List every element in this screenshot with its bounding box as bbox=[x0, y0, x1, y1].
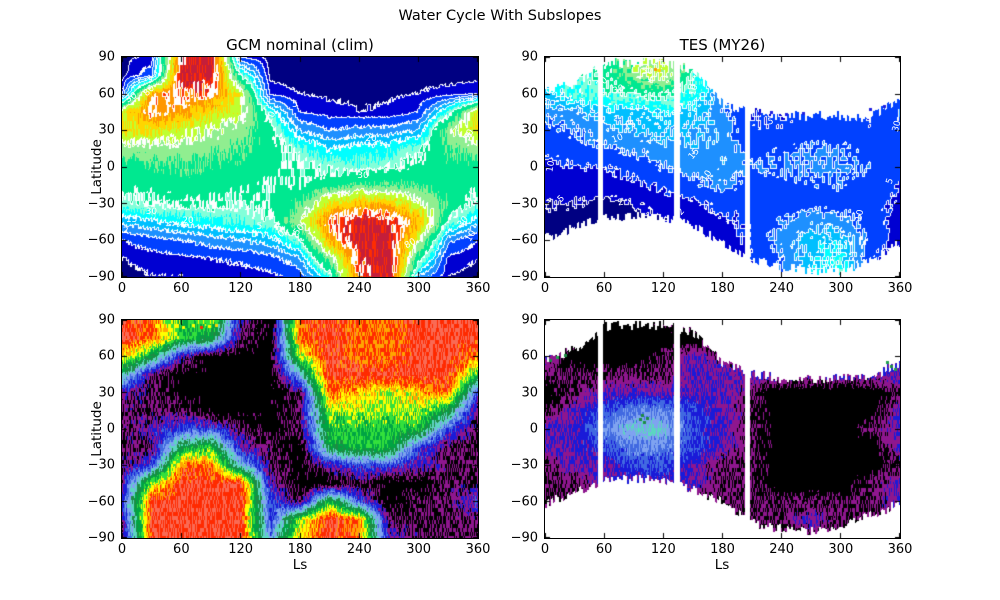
subplot-title-gcm: GCM nominal (clim) bbox=[226, 36, 374, 54]
x-tick-label: 300 bbox=[828, 542, 854, 557]
x-tick-label: 180 bbox=[710, 542, 735, 557]
y-tick-label: −30 bbox=[87, 196, 115, 212]
y-tick-label: −90 bbox=[87, 269, 115, 285]
y-tick-label: 30 bbox=[98, 122, 115, 138]
y-tick-label: 90 bbox=[521, 312, 538, 328]
y-tick-label: 30 bbox=[98, 385, 115, 401]
x-tick-label: 0 bbox=[540, 281, 550, 296]
x-tick-label: 60 bbox=[595, 542, 613, 557]
x-tick-label: 360 bbox=[887, 542, 913, 557]
y-tick-label: 60 bbox=[521, 86, 538, 102]
y-tick-label: 60 bbox=[98, 86, 115, 102]
y-tick-label: 60 bbox=[521, 348, 538, 364]
x-axis-label-left: Ls bbox=[292, 557, 308, 573]
y-axis-label-upper: Latitude bbox=[89, 139, 105, 195]
x-tick-label: 60 bbox=[173, 542, 190, 557]
x-tick-label: 360 bbox=[465, 542, 491, 557]
x-tick-label: 120 bbox=[228, 542, 254, 557]
y-tick-label: −60 bbox=[87, 494, 115, 510]
x-tick-label: 0 bbox=[540, 542, 550, 557]
x-tick-label: 240 bbox=[346, 542, 372, 557]
gcm-upper-contour-canvas bbox=[122, 57, 478, 277]
y-tick-label: −60 bbox=[510, 494, 538, 510]
x-tick-label: 120 bbox=[228, 281, 254, 296]
x-tick-label: 180 bbox=[287, 281, 313, 296]
panel-tes-lower: 0 60 120 180 240 300 360 90 60 30 0 −30 −60 −90 bbox=[511, 313, 913, 558]
x-axis-label-right: Ls bbox=[714, 557, 730, 573]
y-tick-label: −60 bbox=[87, 232, 115, 248]
panel-gcm-upper: 2 80 30 50 5 10 20 30 30 15 20 2 5 10 50 80 50 30 10 0 60 12… bbox=[88, 50, 491, 297]
subplot-title-tes: TES (MY26) bbox=[679, 36, 766, 54]
x-tick-label: 60 bbox=[173, 281, 190, 296]
y-tick-label: 90 bbox=[521, 49, 538, 65]
x-tick-label: 300 bbox=[406, 542, 432, 557]
x-tick-label: 120 bbox=[650, 542, 676, 557]
x-tick-label: 180 bbox=[287, 542, 313, 557]
panel-gcm-lower: 0 60 120 180 240 300 360 90 60 30 0 −30 −60 −90 bbox=[88, 313, 491, 558]
y-tick-label: 0 bbox=[106, 159, 115, 175]
y-tick-label: −90 bbox=[510, 269, 538, 285]
y-tick-label: 90 bbox=[98, 312, 115, 328]
x-tick-label: 240 bbox=[346, 281, 372, 296]
x-tick-label: 240 bbox=[769, 281, 795, 296]
y-tick-label: −30 bbox=[510, 457, 538, 473]
x-tick-label: 180 bbox=[710, 281, 735, 296]
y-tick-label: 0 bbox=[106, 421, 115, 437]
x-tick-label: 60 bbox=[595, 281, 613, 296]
tes-upper-contour-canvas bbox=[545, 57, 900, 277]
x-tick-label: 300 bbox=[406, 281, 432, 296]
x-tick-label: 0 bbox=[117, 542, 127, 557]
x-tick-label: 120 bbox=[650, 281, 676, 296]
y-tick-label: −60 bbox=[510, 232, 538, 248]
y-tick-label: −30 bbox=[87, 457, 115, 473]
panel-tes-upper: 20 30 50 15 10 10 5 2 10 15 10 5 15 20 10 5 30 2 0 60 120 18… bbox=[511, 50, 913, 297]
y-tick-label: 0 bbox=[529, 159, 538, 175]
x-tick-label: 360 bbox=[465, 281, 491, 296]
tes-lower-contour-canvas bbox=[545, 320, 900, 538]
y-tick-label: −90 bbox=[510, 530, 538, 546]
y-tick-label: −30 bbox=[510, 196, 538, 212]
y-tick-label: −90 bbox=[87, 530, 115, 546]
x-tick-label: 0 bbox=[117, 281, 127, 296]
x-tick-label: 360 bbox=[887, 281, 913, 296]
y-tick-label: 30 bbox=[521, 385, 538, 401]
y-axis-label-lower: Latitude bbox=[89, 401, 105, 457]
gcm-lower-contour-canvas bbox=[122, 320, 478, 538]
y-tick-label: 60 bbox=[98, 348, 115, 364]
x-tick-label: 300 bbox=[828, 281, 854, 296]
y-tick-label: 0 bbox=[529, 421, 538, 437]
figure-title: Water Cycle With Subslopes bbox=[398, 8, 602, 24]
y-tick-label: 90 bbox=[98, 49, 115, 65]
x-tick-label: 240 bbox=[769, 542, 795, 557]
y-tick-label: 30 bbox=[521, 122, 538, 138]
